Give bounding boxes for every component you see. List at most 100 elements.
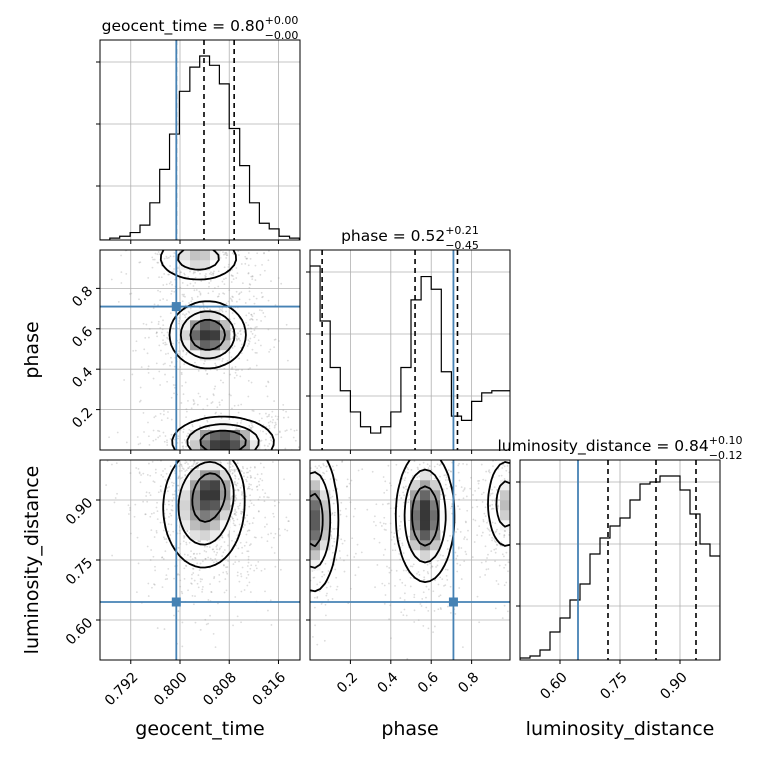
scatter-point [252, 474, 254, 476]
density-cell [320, 500, 331, 511]
scatter-point [294, 514, 296, 516]
scatter-point [163, 273, 166, 275]
scatter-point [239, 329, 242, 332]
scatter-point [157, 436, 160, 439]
scatter-point [398, 537, 401, 539]
scatter-point [461, 646, 464, 649]
scatter-point [246, 359, 249, 362]
density-cell [240, 430, 251, 441]
scatter-point [343, 439, 345, 441]
scatter-point [240, 343, 243, 346]
scatter-point [185, 445, 188, 448]
scatter-point [503, 534, 506, 537]
scatter-point [161, 556, 163, 559]
scatter-point [458, 451, 460, 453]
scatter-point [157, 251, 160, 253]
scatter-point [151, 586, 153, 589]
scatter-point [151, 256, 154, 259]
scatter-point [261, 296, 264, 299]
scatter-point [208, 546, 211, 548]
scatter-point [235, 277, 238, 279]
scatter-point [227, 234, 229, 236]
scatter-point [173, 290, 176, 293]
panel-title-lower-phase: −0.45 [445, 239, 479, 252]
scatter-point [361, 468, 364, 471]
scatter-point [239, 428, 241, 430]
scatter-point [270, 528, 272, 530]
scatter-point [280, 520, 282, 522]
scatter-point [522, 540, 524, 542]
scatter-point [468, 425, 470, 427]
scatter-point [432, 445, 434, 447]
scatter-point [349, 587, 352, 590]
density-cell [210, 440, 221, 450]
y-tick-label-luminosity_distance: 0.75 [63, 555, 96, 588]
scatter-point [245, 456, 247, 458]
scatter-point [471, 556, 474, 558]
scatter-point [154, 471, 157, 474]
scatter-point [194, 221, 196, 223]
scatter-point [219, 308, 222, 311]
scatter-point [437, 608, 440, 611]
scatter-point [238, 560, 240, 563]
scatter-point [134, 349, 137, 352]
scatter-point [235, 483, 237, 486]
scatter-point [263, 466, 265, 469]
scatter-point [281, 476, 283, 478]
scatter-point [478, 621, 481, 624]
scatter-point [294, 510, 296, 512]
scatter-point [138, 472, 141, 475]
contour-line [177, 461, 235, 546]
scatter-point [204, 456, 206, 458]
scatter-point [229, 460, 232, 463]
scatter-point [155, 530, 158, 532]
scatter-point [248, 342, 250, 345]
scatter-point [216, 406, 219, 409]
scatter-point [545, 503, 547, 505]
scatter-point [276, 418, 279, 421]
scatter-point [232, 519, 235, 522]
scatter-point [222, 246, 224, 248]
scatter-point [180, 402, 183, 404]
scatter-point [537, 420, 539, 422]
scatter-point [291, 497, 293, 499]
scatter-point [230, 231, 232, 233]
scatter-point [162, 363, 165, 366]
scatter-point [432, 425, 434, 427]
scatter-point [190, 225, 192, 227]
scatter-point [274, 304, 277, 307]
scatter-point [220, 412, 222, 415]
scatter-point [432, 590, 435, 593]
scatter-point [427, 588, 430, 591]
scatter-point [183, 363, 186, 366]
scatter-point [233, 530, 236, 533]
scatter-point [478, 479, 481, 482]
scatter-point [169, 427, 171, 429]
scatter-point [195, 225, 197, 227]
scatter-point [125, 247, 127, 249]
scatter-point [390, 637, 392, 640]
scatter-point [189, 458, 191, 460]
scatter-point [534, 485, 536, 487]
scatter-point [248, 298, 251, 301]
scatter-point [247, 324, 250, 327]
scatter-point [240, 291, 243, 294]
scatter-point [165, 220, 167, 222]
scatter-point [480, 426, 482, 428]
scatter-point [278, 558, 281, 561]
scatter-point [205, 273, 207, 275]
scatter-point [462, 432, 464, 434]
scatter-point [214, 646, 217, 648]
scatter-point [289, 588, 291, 590]
scatter-point [268, 427, 271, 430]
scatter-point [190, 456, 192, 458]
scatter-point [297, 599, 299, 601]
scatter-point [407, 501, 410, 504]
scatter-point [346, 485, 348, 488]
scatter-point [410, 435, 412, 437]
scatter-point [301, 495, 303, 497]
scatter-point [460, 547, 463, 549]
scatter-point [243, 544, 246, 547]
density-cell [220, 470, 231, 481]
scatter-point [239, 339, 242, 342]
